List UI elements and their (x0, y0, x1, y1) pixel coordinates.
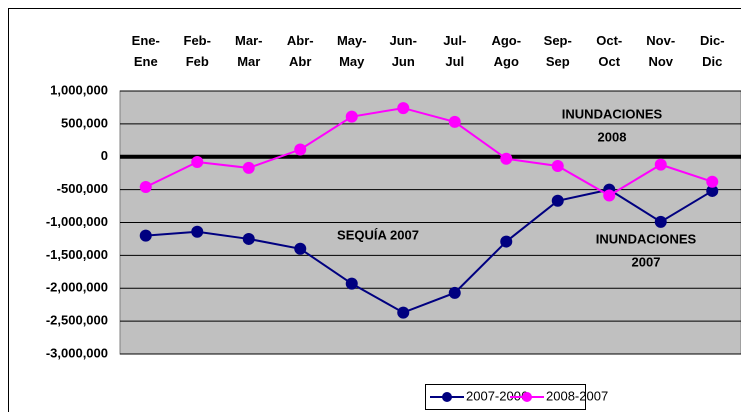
point (603, 190, 615, 202)
y-tick-label: -2,500,000 (46, 313, 108, 328)
y-tick-label: 1,000,000 (50, 82, 108, 97)
point (346, 278, 358, 290)
point (243, 162, 255, 174)
point (500, 153, 512, 165)
annotation: INUNDACIONES (596, 231, 697, 246)
point (449, 287, 461, 299)
point (655, 216, 667, 228)
point (706, 176, 718, 188)
y-tick-label: 0 (101, 148, 108, 163)
point (191, 226, 203, 238)
point (243, 233, 255, 245)
annotation: SEQUÍA 2007 (337, 227, 419, 242)
y-tick-label: -1,500,000 (46, 247, 108, 262)
point (655, 159, 667, 171)
legend-label: 2007-2006 (466, 388, 528, 403)
point (397, 307, 409, 319)
annotation: 2007 (632, 254, 661, 269)
y-tick-label: 500,000 (61, 115, 108, 130)
y-tick-label: -3,000,000 (46, 345, 108, 360)
point (140, 181, 152, 193)
point (294, 243, 306, 255)
y-tick-label: -1,000,000 (46, 214, 108, 229)
annotation: INUNDACIONES (562, 106, 663, 121)
y-tick-label: -500,000 (57, 181, 108, 196)
legend-marker (522, 392, 532, 402)
point (552, 160, 564, 172)
y-tick-label: -2,000,000 (46, 280, 108, 295)
point (346, 111, 358, 123)
point (294, 144, 306, 156)
point (140, 230, 152, 242)
legend-label: 2008-2007 (546, 388, 608, 403)
point (449, 116, 461, 128)
point (191, 156, 203, 168)
point (552, 195, 564, 207)
legend-marker (442, 392, 452, 402)
annotation: 2008 (598, 129, 627, 144)
point (397, 102, 409, 114)
point (500, 236, 512, 248)
